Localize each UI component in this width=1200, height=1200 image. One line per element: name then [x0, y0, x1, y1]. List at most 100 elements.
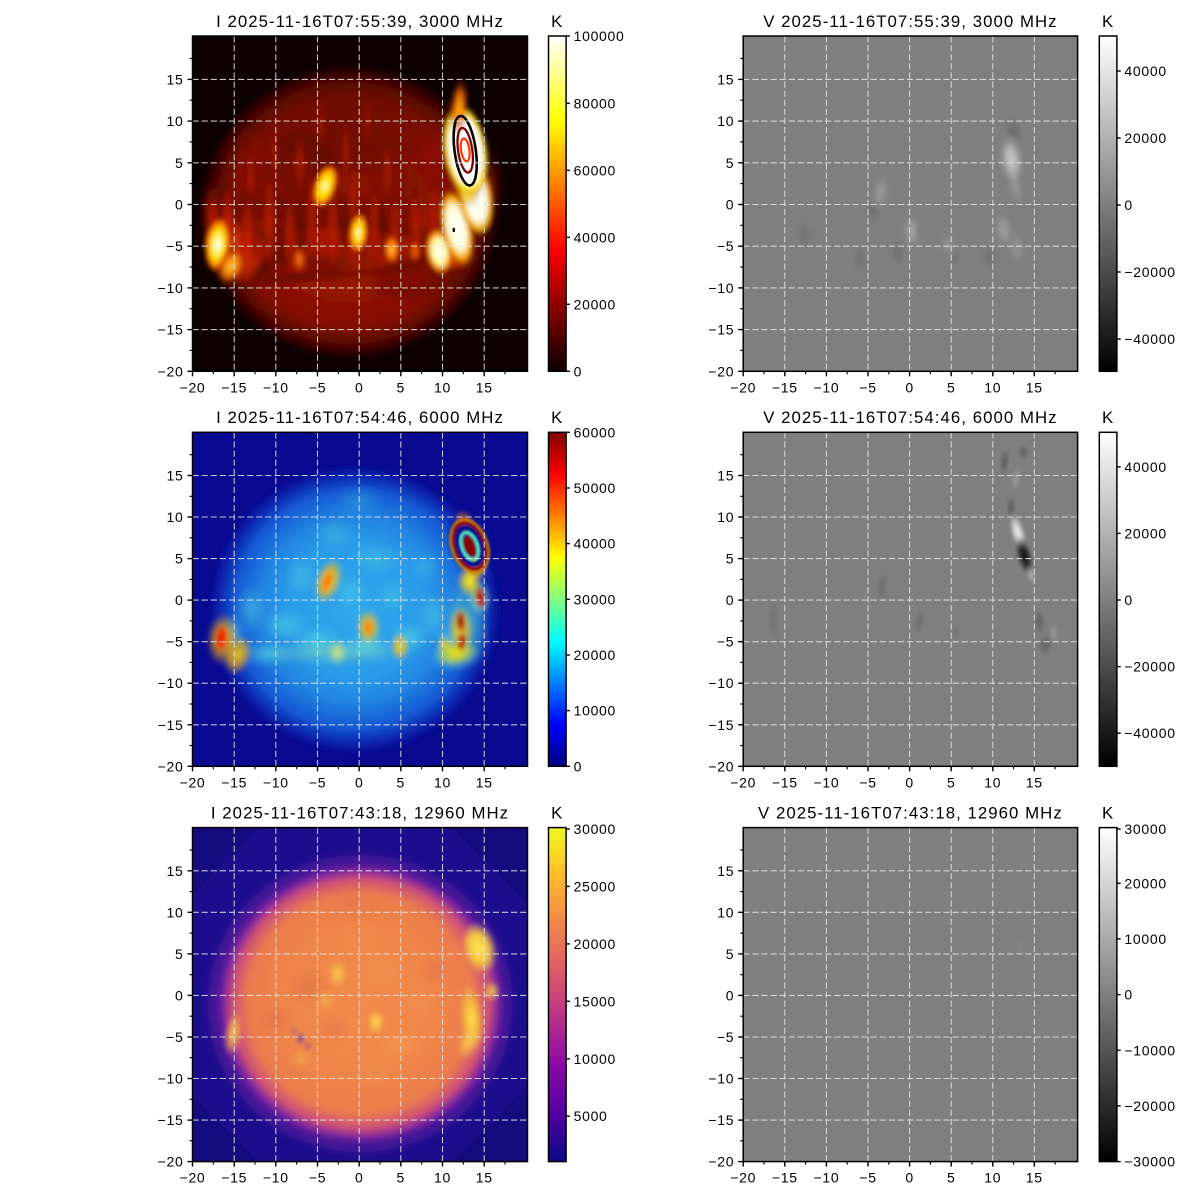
- svg-text:K: K: [551, 408, 563, 427]
- svg-text:15: 15: [167, 863, 184, 879]
- svg-text:−20000: −20000: [1124, 659, 1175, 675]
- svg-text:15: 15: [1026, 379, 1043, 395]
- svg-text:15: 15: [167, 71, 184, 87]
- svg-text:50000: 50000: [574, 480, 616, 496]
- svg-text:−5: −5: [859, 774, 876, 790]
- svg-text:−20: −20: [730, 774, 756, 790]
- svg-text:−15: −15: [772, 379, 798, 395]
- svg-text:−15: −15: [221, 379, 247, 395]
- svg-text:100000: 100000: [574, 28, 625, 44]
- svg-text:15: 15: [1026, 774, 1043, 790]
- svg-text:K: K: [551, 12, 563, 31]
- svg-text:I 2025-11-16T07:54:46, 6000 MH: I 2025-11-16T07:54:46, 6000 MHz: [216, 408, 504, 427]
- svg-text:−20: −20: [180, 1170, 206, 1186]
- svg-text:10: 10: [984, 379, 1001, 395]
- svg-text:0: 0: [355, 774, 364, 790]
- svg-text:−20: −20: [730, 379, 756, 395]
- svg-text:10000: 10000: [574, 703, 616, 719]
- svg-text:20000: 20000: [1124, 875, 1166, 891]
- svg-text:V 2025-11-16T07:43:18, 12960 M: V 2025-11-16T07:43:18, 12960 MHz: [758, 803, 1063, 822]
- svg-text:−5: −5: [859, 1170, 876, 1186]
- svg-text:−20: −20: [158, 1154, 184, 1170]
- svg-text:15: 15: [476, 379, 493, 395]
- svg-text:−20: −20: [708, 363, 734, 379]
- svg-text:−20: −20: [730, 1170, 756, 1186]
- svg-text:−15: −15: [772, 1170, 798, 1186]
- svg-text:−10: −10: [263, 379, 289, 395]
- svg-text:K: K: [1102, 12, 1114, 31]
- svg-text:K: K: [1102, 803, 1114, 822]
- svg-text:25000: 25000: [574, 878, 616, 894]
- svg-text:10000: 10000: [1124, 931, 1166, 947]
- svg-text:0: 0: [905, 1170, 914, 1186]
- svg-text:10: 10: [717, 904, 734, 920]
- svg-text:20000: 20000: [1124, 130, 1166, 146]
- svg-text:−15: −15: [158, 717, 184, 733]
- svg-text:−30000: −30000: [1124, 1154, 1175, 1170]
- svg-text:40000: 40000: [574, 229, 616, 245]
- svg-text:5: 5: [947, 1170, 956, 1186]
- svg-text:20000: 20000: [574, 936, 616, 952]
- svg-text:0: 0: [574, 758, 583, 774]
- svg-text:−10: −10: [813, 379, 839, 395]
- svg-text:−20000: −20000: [1124, 1098, 1175, 1114]
- svg-text:−20: −20: [158, 363, 184, 379]
- svg-text:5: 5: [947, 774, 956, 790]
- svg-text:0: 0: [574, 363, 583, 379]
- svg-text:15: 15: [717, 468, 734, 484]
- svg-text:5: 5: [947, 379, 956, 395]
- svg-text:20000: 20000: [574, 647, 616, 663]
- svg-text:0: 0: [726, 987, 735, 1003]
- svg-text:5: 5: [397, 1170, 406, 1186]
- svg-text:30000: 30000: [574, 591, 616, 607]
- svg-text:10: 10: [717, 509, 734, 525]
- svg-text:10: 10: [167, 509, 184, 525]
- svg-text:15: 15: [1026, 1170, 1043, 1186]
- svg-text:−20: −20: [708, 758, 734, 774]
- svg-text:0: 0: [175, 987, 184, 1003]
- svg-text:−10: −10: [263, 774, 289, 790]
- svg-text:−5: −5: [166, 238, 183, 254]
- svg-text:−40000: −40000: [1124, 331, 1175, 347]
- svg-text:5: 5: [726, 551, 735, 567]
- svg-text:K: K: [551, 803, 563, 822]
- svg-text:80000: 80000: [574, 95, 616, 111]
- svg-text:I 2025-11-16T07:43:18, 12960 M: I 2025-11-16T07:43:18, 12960 MHz: [211, 803, 509, 822]
- svg-text:−15: −15: [708, 1112, 734, 1128]
- svg-text:10: 10: [434, 1170, 451, 1186]
- svg-text:10: 10: [984, 1170, 1001, 1186]
- svg-text:20000: 20000: [1124, 525, 1166, 541]
- svg-text:0: 0: [1124, 592, 1133, 608]
- svg-text:−10: −10: [158, 1071, 184, 1087]
- svg-text:10: 10: [984, 774, 1001, 790]
- svg-text:0: 0: [905, 379, 914, 395]
- svg-text:15: 15: [476, 774, 493, 790]
- svg-text:15000: 15000: [574, 993, 616, 1009]
- svg-text:0: 0: [355, 379, 364, 395]
- svg-text:−20: −20: [180, 774, 206, 790]
- svg-text:−10: −10: [708, 280, 734, 296]
- svg-text:−5: −5: [859, 379, 876, 395]
- svg-text:30000: 30000: [1124, 821, 1166, 837]
- svg-text:−5: −5: [309, 1170, 326, 1186]
- svg-text:−10: −10: [158, 675, 184, 691]
- svg-text:40000: 40000: [1124, 459, 1166, 475]
- svg-text:−10: −10: [813, 1170, 839, 1186]
- svg-text:−15: −15: [708, 322, 734, 338]
- svg-text:5: 5: [175, 155, 184, 171]
- svg-text:40000: 40000: [574, 536, 616, 552]
- svg-text:−5: −5: [309, 774, 326, 790]
- svg-text:−5: −5: [166, 1029, 183, 1045]
- svg-text:10: 10: [434, 379, 451, 395]
- svg-text:5: 5: [726, 155, 735, 171]
- svg-text:−5: −5: [717, 634, 734, 650]
- svg-text:5: 5: [175, 946, 184, 962]
- svg-text:0: 0: [1124, 987, 1133, 1003]
- svg-text:0: 0: [726, 197, 735, 213]
- svg-text:−15: −15: [158, 322, 184, 338]
- svg-text:−15: −15: [708, 717, 734, 733]
- svg-text:0: 0: [1124, 197, 1133, 213]
- svg-text:5: 5: [397, 774, 406, 790]
- svg-text:5: 5: [397, 379, 406, 395]
- svg-text:40000: 40000: [1124, 63, 1166, 79]
